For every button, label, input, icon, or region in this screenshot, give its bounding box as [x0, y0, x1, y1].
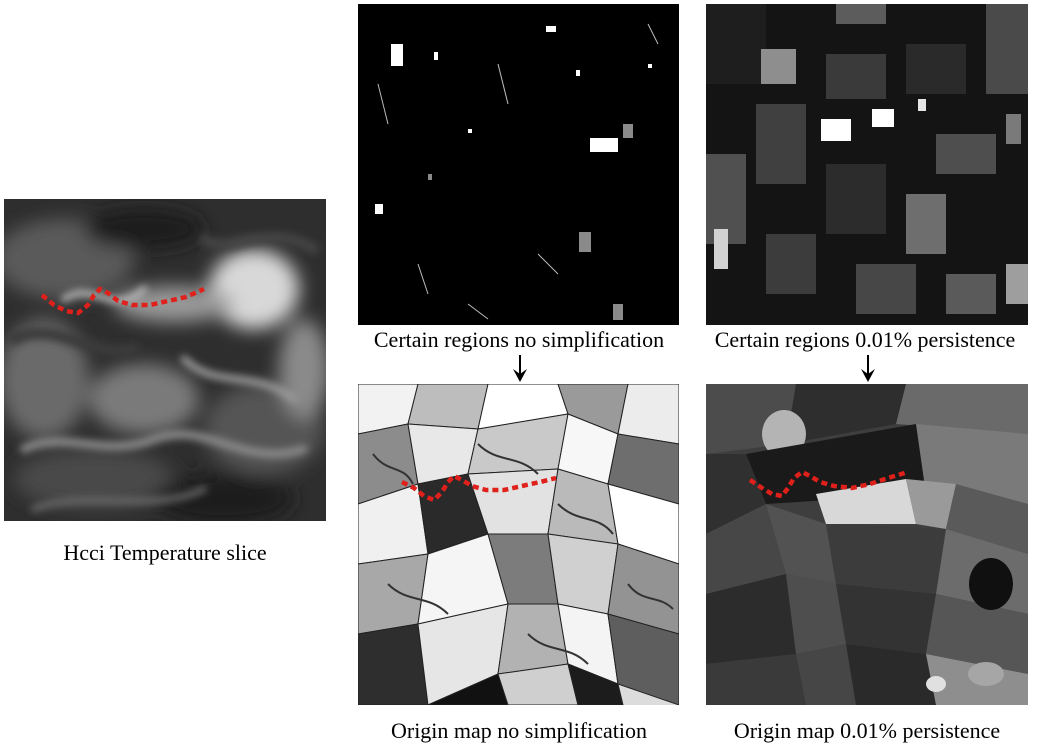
temperature-slice-image: [4, 199, 326, 521]
caption-origin-no-simplification: Origin map no simplification: [390, 718, 648, 743]
arrow-down-icon: [513, 355, 527, 382]
origin-map-no-simplification-image: [358, 384, 679, 705]
caption-origin-persistence: Origin map 0.01% persistence: [733, 718, 1001, 743]
certain-regions-no-simplification-image: [358, 4, 679, 325]
caption-certain-no-simplification: Certain regions no simplification: [373, 327, 665, 352]
origin-map-persistence-image: [706, 384, 1028, 705]
caption-certain-persistence: Certain regions 0.01% persistence: [714, 327, 1016, 352]
certain-regions-persistence-image: [706, 4, 1028, 325]
arrow-down-icon: [861, 355, 875, 382]
caption-temperature-slice: Hcci Temperature slice: [63, 540, 267, 565]
